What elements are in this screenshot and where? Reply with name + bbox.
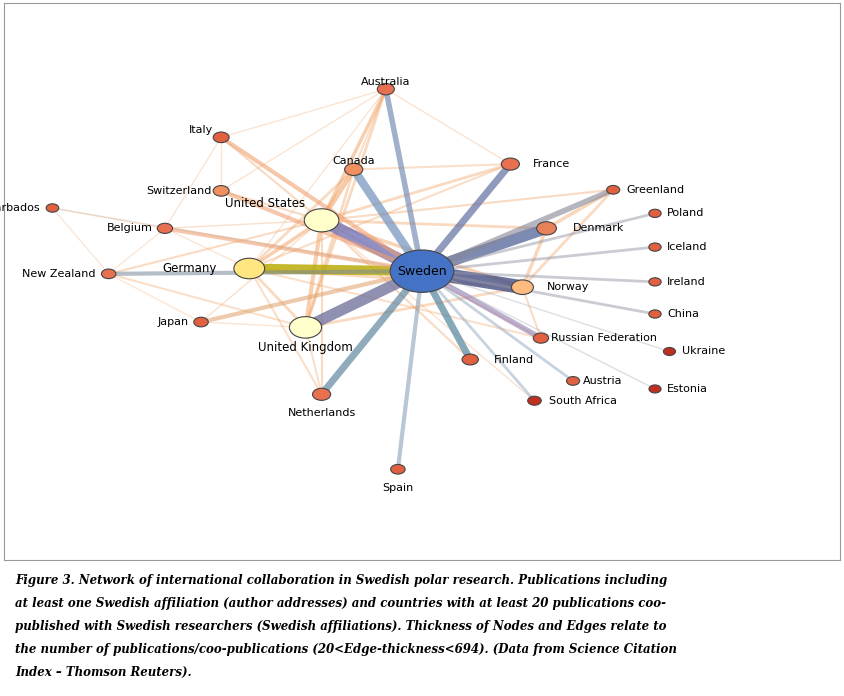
Text: United States: United States	[225, 196, 306, 209]
Circle shape	[566, 377, 580, 386]
Text: South Africa: South Africa	[549, 396, 617, 406]
Circle shape	[649, 243, 661, 251]
Circle shape	[157, 223, 172, 233]
Circle shape	[101, 269, 116, 278]
Circle shape	[344, 164, 363, 175]
Circle shape	[214, 186, 229, 196]
Circle shape	[501, 158, 519, 170]
Circle shape	[528, 396, 541, 405]
Text: Estonia: Estonia	[667, 384, 708, 394]
Text: Index – Thomson Reuters).: Index – Thomson Reuters).	[15, 666, 192, 679]
Text: Netherlands: Netherlands	[288, 408, 355, 418]
Text: Austria: Austria	[582, 376, 622, 386]
Text: Finland: Finland	[495, 354, 534, 365]
Text: New Zealand: New Zealand	[21, 269, 95, 279]
Circle shape	[214, 132, 229, 143]
Text: Denmark: Denmark	[573, 223, 625, 233]
Circle shape	[377, 84, 394, 95]
Text: Belgium: Belgium	[107, 223, 153, 233]
Circle shape	[533, 333, 549, 343]
Circle shape	[649, 310, 661, 318]
Circle shape	[537, 222, 556, 235]
Text: Russian Federation: Russian Federation	[550, 333, 657, 343]
Text: Figure 3. Network of international collaboration in Swedish polar research. Publ: Figure 3. Network of international colla…	[15, 574, 668, 587]
Text: at least one Swedish affiliation (author addresses) and countries with at least : at least one Swedish affiliation (author…	[15, 597, 666, 610]
Text: Australia: Australia	[361, 77, 410, 88]
Circle shape	[46, 204, 59, 212]
Text: Greenland: Greenland	[627, 185, 685, 195]
Text: Ireland: Ireland	[667, 277, 706, 287]
Circle shape	[304, 209, 339, 232]
Text: Ukraine: Ukraine	[681, 347, 725, 356]
Text: Japan: Japan	[158, 317, 189, 327]
Circle shape	[649, 209, 661, 217]
Text: Canada: Canada	[333, 156, 375, 166]
Text: United Kingdom: United Kingdom	[258, 341, 353, 354]
Text: Spain: Spain	[382, 482, 414, 493]
Circle shape	[391, 464, 405, 474]
Text: Switzerland: Switzerland	[146, 186, 212, 196]
Circle shape	[462, 354, 479, 365]
Text: published with Swedish researchers (Swedish affiliations). Thickness of Nodes an: published with Swedish researchers (Swed…	[15, 620, 667, 633]
Text: Italy: Italy	[189, 125, 213, 135]
Text: Barbados: Barbados	[0, 203, 41, 213]
Circle shape	[663, 347, 675, 356]
Circle shape	[649, 385, 661, 393]
Circle shape	[312, 388, 331, 400]
Circle shape	[511, 280, 533, 294]
Text: Iceland: Iceland	[667, 242, 707, 252]
Text: Poland: Poland	[667, 208, 705, 219]
Circle shape	[289, 317, 322, 338]
Text: China: China	[667, 309, 699, 319]
Circle shape	[607, 185, 619, 194]
Circle shape	[390, 250, 454, 292]
Circle shape	[234, 258, 265, 279]
Text: Sweden: Sweden	[398, 264, 446, 278]
Text: France: France	[533, 159, 571, 169]
Circle shape	[649, 278, 661, 286]
Text: the number of publications/coo-publications (20<Edge-thickness<694). (Data from : the number of publications/coo-publicati…	[15, 643, 677, 656]
Circle shape	[194, 317, 208, 327]
Text: Norway: Norway	[547, 283, 589, 292]
Text: Germany: Germany	[163, 262, 217, 275]
